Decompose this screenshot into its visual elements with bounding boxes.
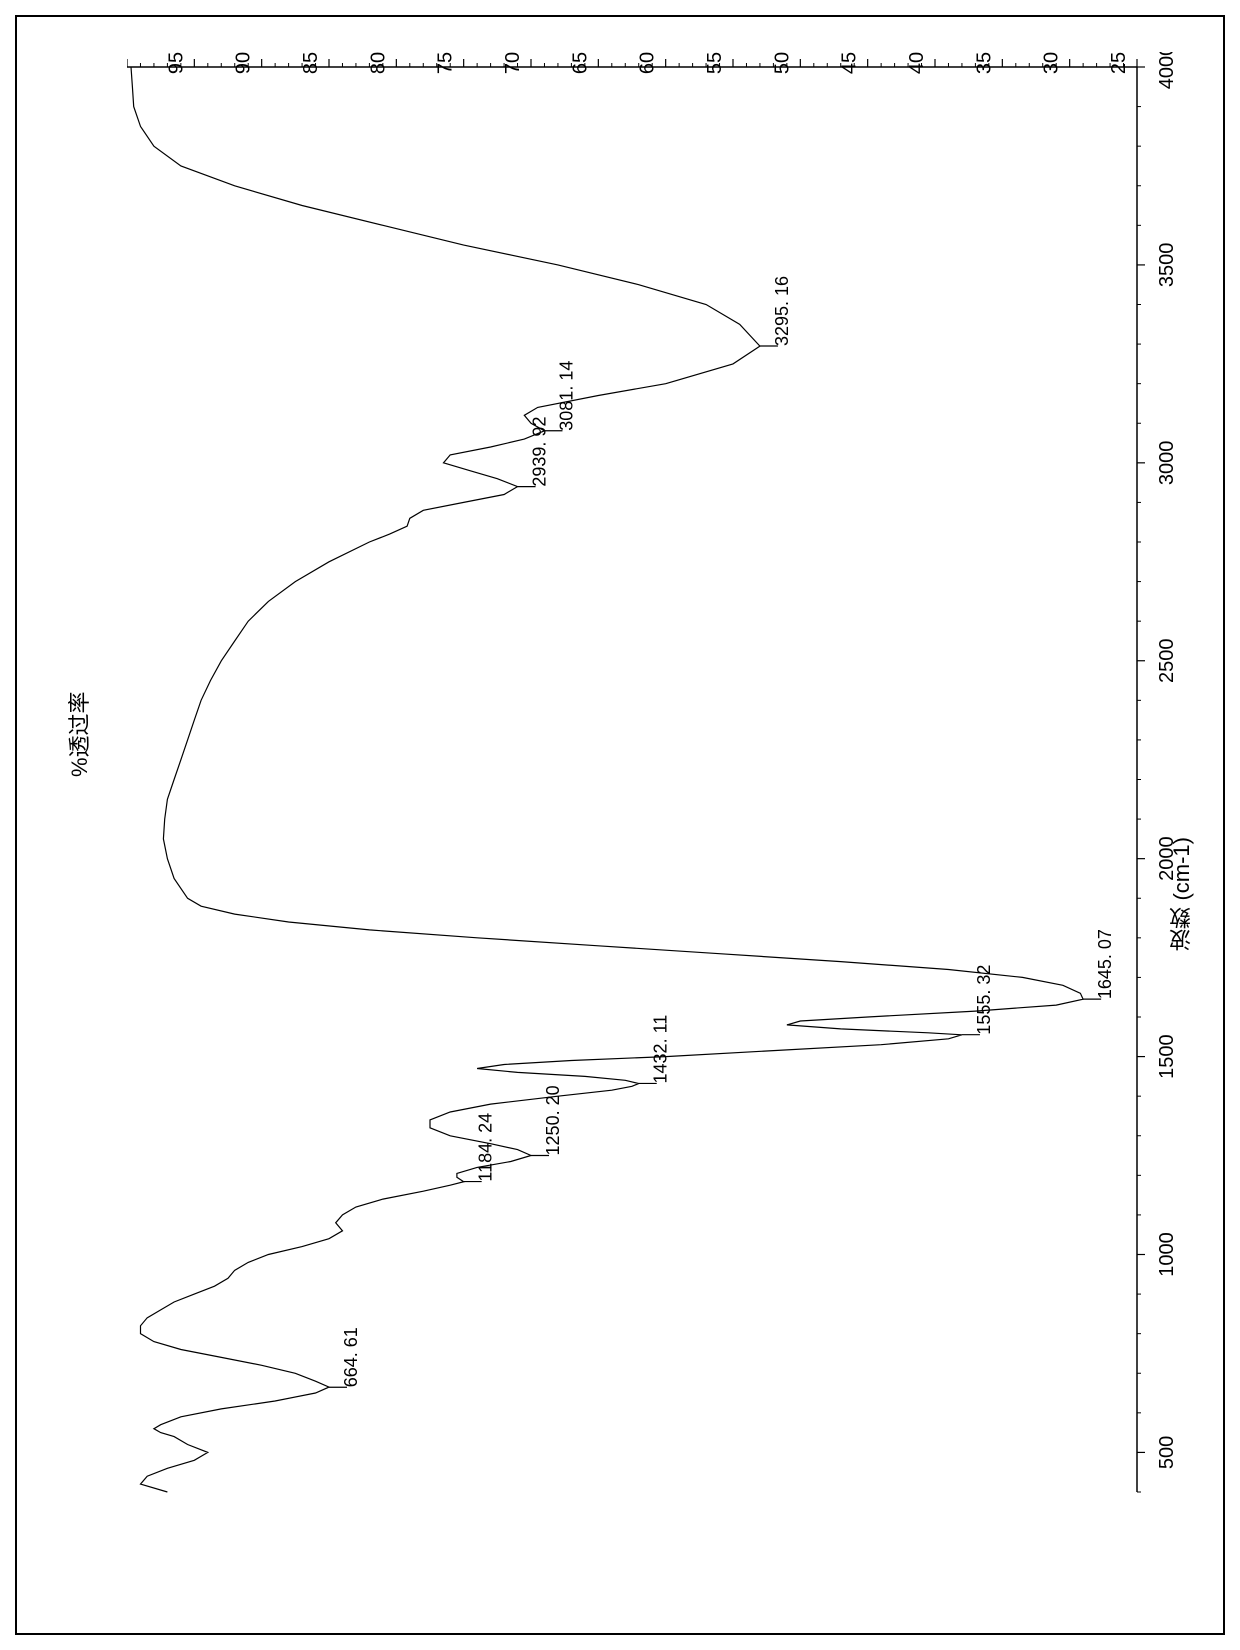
- peak-label: 1555. 32: [974, 965, 994, 1035]
- peak-label: 2939. 92: [530, 417, 550, 487]
- peak-label: 1250. 20: [543, 1085, 563, 1155]
- svg-text:50: 50: [771, 52, 793, 74]
- svg-text:90: 90: [233, 52, 255, 74]
- svg-text:75: 75: [435, 52, 457, 74]
- svg-text:2500: 2500: [1156, 639, 1178, 684]
- y-axis-label: %透过率: [62, 691, 94, 777]
- svg-text:80: 80: [367, 52, 389, 74]
- svg-text:45: 45: [839, 52, 861, 74]
- svg-text:1000: 1000: [1156, 1232, 1178, 1277]
- peak-label: 1432. 11: [651, 1015, 671, 1084]
- peak-label: 1645. 07: [1095, 929, 1115, 999]
- svg-text:30: 30: [1041, 52, 1063, 74]
- svg-text:55: 55: [704, 52, 726, 74]
- spectrum-plot: 2530354045505560657075808590951004000350…: [127, 52, 1207, 1552]
- svg-text:85: 85: [300, 52, 322, 74]
- svg-text:60: 60: [637, 52, 659, 74]
- spectrum-curve: [131, 67, 1083, 1492]
- peak-label: 3081. 14: [556, 361, 576, 431]
- svg-text:35: 35: [973, 52, 995, 74]
- chart-frame: 2530354045505560657075808590951004000350…: [15, 15, 1225, 1635]
- peak-label: 3295. 16: [772, 276, 792, 346]
- svg-text:1500: 1500: [1156, 1034, 1178, 1079]
- svg-text:70: 70: [502, 52, 524, 74]
- svg-text:95: 95: [165, 52, 187, 74]
- svg-text:25: 25: [1108, 52, 1130, 74]
- peak-label: 664. 61: [341, 1327, 361, 1387]
- peak-label: 1184. 24: [476, 1113, 496, 1182]
- svg-text:40: 40: [906, 52, 928, 74]
- svg-text:3000: 3000: [1156, 441, 1178, 486]
- svg-text:4000: 4000: [1156, 52, 1178, 89]
- x-axis-label: 波数 (cm-1): [1166, 837, 1198, 951]
- svg-text:3500: 3500: [1156, 243, 1178, 288]
- svg-text:500: 500: [1156, 1436, 1178, 1469]
- svg-text:65: 65: [569, 52, 591, 74]
